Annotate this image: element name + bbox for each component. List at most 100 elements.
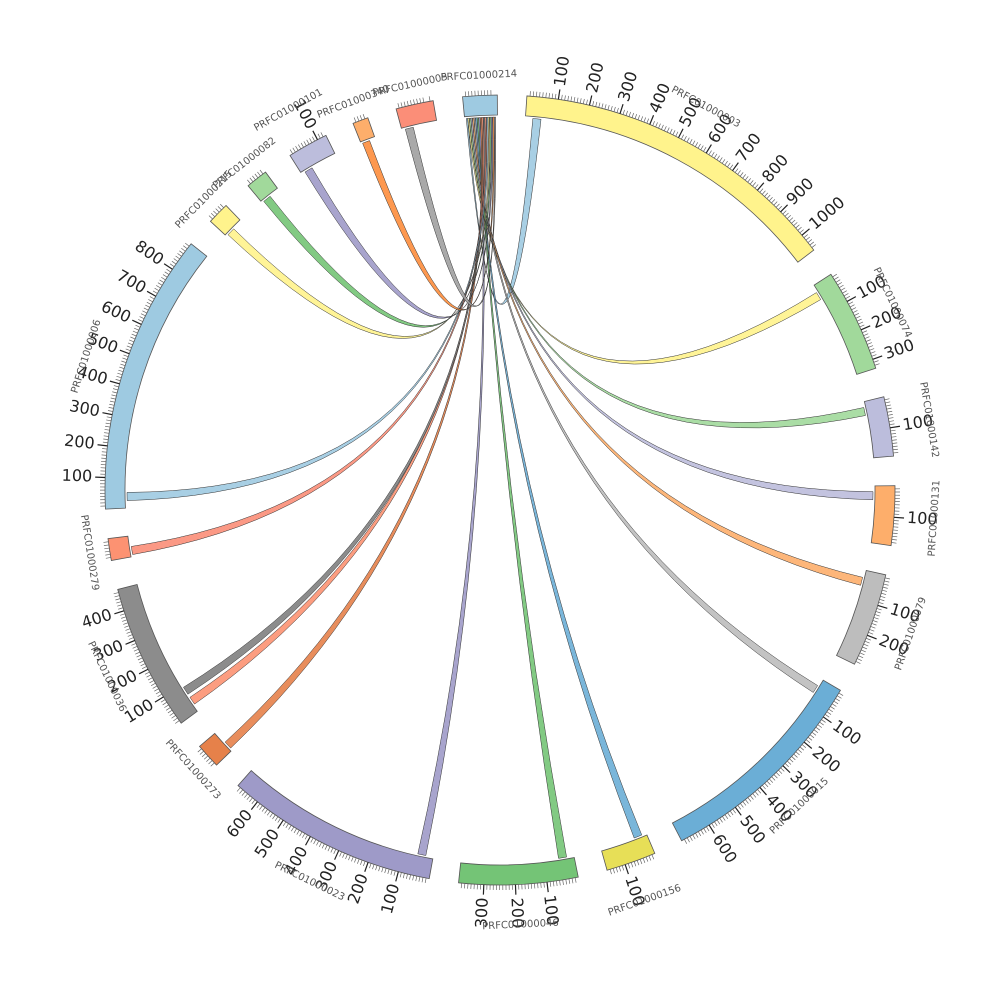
segment-arc [247,171,278,202]
major-tick [867,634,877,640]
minor-ticks [464,90,492,97]
major-tick [305,836,311,846]
link-PRFC01000214-PRFC01000036 [189,117,485,705]
minor-ticks [236,787,427,884]
link-PRFC01000214-PRFC01000340 [362,116,495,311]
major-tick [756,182,765,191]
tick-label: 700 [732,129,765,165]
major-tick [109,380,120,385]
link-PRFC01000214-PRFC01000156 [475,117,643,839]
tick-label: 100 [61,466,92,486]
tick-label: 100 [906,508,938,529]
major-tick [125,639,136,645]
minor-ticks [103,541,111,559]
major-tick [163,263,173,270]
link-PRFC01000214-PRFC01000215 [227,116,490,339]
segment-arc [525,95,815,263]
segment-arc [198,732,232,766]
minor-ticks [884,398,899,454]
major-tick [146,290,157,297]
major-tick [759,787,767,796]
major-tick [624,864,629,875]
major-tick [154,696,164,703]
links-layer [126,116,874,859]
major-tick [708,824,715,834]
tick-label: 100 [901,411,934,435]
link-PRFC01000214-PRFC01000005 [405,116,497,307]
tick-label: 400 [79,605,114,632]
segment-arc [289,134,336,173]
segment-label: PRFC01000214 [440,69,517,84]
minor-ticks [460,877,577,890]
tick-label: 800 [758,150,792,186]
segment-PRFC01000082: PRFC01000082 [211,136,278,202]
minor-ticks [609,854,655,875]
tick-label: 500 [251,825,284,861]
tick-label: 200 [809,742,845,776]
segment-arc [462,94,498,118]
segment-label: PRFC01000279 [78,514,100,591]
tick-label: 300 [614,69,641,104]
segment-arc [813,273,877,375]
tick-label: 700 [114,266,150,298]
minor-ticks [208,203,224,220]
segment-arc [117,583,198,724]
major-tick [780,204,789,213]
major-tick [860,325,871,331]
tick-label: 200 [344,871,372,906]
segment-arc [395,100,438,129]
minor-ticks [891,488,901,544]
tick-label: 300 [472,897,492,928]
segment-label: PRFC01000131 [927,480,943,557]
segment-arc [863,396,894,459]
minor-ticks [289,132,324,154]
minor-ticks [832,273,880,366]
major-tick [114,610,125,615]
minor-ticks [100,242,190,507]
major-tick [732,162,739,172]
link-PRFC01000214-PRFC01000273 [224,117,483,749]
major-tick [250,801,258,811]
tick-label: 200 [63,431,95,453]
tick-label: 500 [736,811,769,847]
tick-label: 200 [507,897,527,928]
major-tick [588,95,593,106]
segment-label: PRFC01000005 [372,72,449,99]
segment-arc [104,243,208,510]
segment-arc [209,204,241,236]
minor-ticks [684,692,844,844]
major-tick [705,144,712,154]
major-tick [803,741,813,749]
tick-label: 400 [645,80,674,115]
segment-arc [601,834,656,871]
tick-label: 800 [132,236,168,269]
segment-arc [237,770,434,880]
link-PRFC01000214-PRFC01000023 [417,117,485,856]
tick-label: 100 [121,695,157,727]
segment-arc [352,117,376,143]
major-tick [546,882,549,893]
tick-label: 600 [222,806,256,842]
major-tick [277,819,284,829]
major-tick [334,850,340,860]
minor-ticks [529,91,817,248]
minor-ticks [247,169,264,184]
segment-arc [870,485,896,547]
major-tick [132,319,142,325]
major-tick [649,115,655,125]
tick-label: 100 [540,894,563,927]
minor-ticks [197,748,215,767]
major-tick [102,412,113,416]
major-tick [97,444,108,447]
link-PRFC01000214-PRFC01000046 [476,117,567,859]
major-tick [312,130,319,140]
link-PRFC01000214-PRFC01000036 [183,117,486,695]
